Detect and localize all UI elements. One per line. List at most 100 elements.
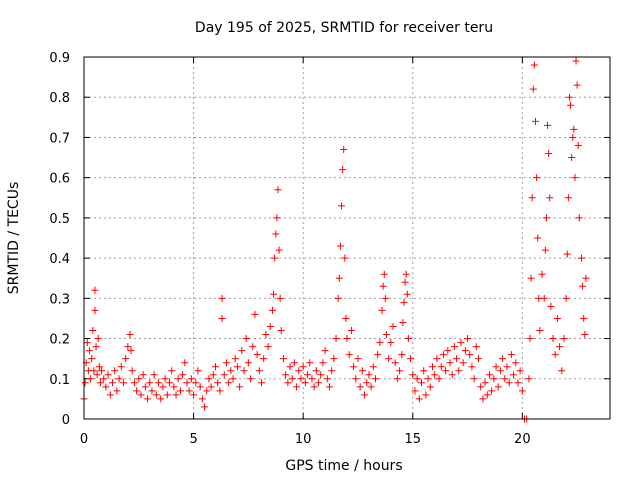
- data-point: [122, 355, 130, 363]
- data-point: [339, 166, 347, 174]
- data-point: [580, 314, 588, 322]
- data-point: [236, 383, 244, 391]
- data-point: [479, 395, 487, 403]
- data-point: [266, 322, 274, 330]
- data-point: [100, 375, 108, 383]
- data-point: [496, 367, 504, 375]
- data-point: [376, 339, 384, 347]
- x-tick-label: 20: [514, 432, 531, 447]
- data-point: [139, 371, 147, 379]
- data-point: [336, 242, 344, 250]
- data-point: [293, 383, 301, 391]
- data-point: [212, 363, 219, 371]
- data-point: [146, 379, 154, 387]
- data-point: [442, 367, 450, 375]
- data-point: [396, 367, 404, 375]
- data-point: [538, 270, 546, 278]
- data-point: [356, 383, 364, 391]
- data-point: [220, 371, 228, 379]
- data-point: [526, 335, 534, 343]
- data-point: [385, 355, 393, 363]
- data-point: [222, 359, 230, 367]
- data-point: [87, 375, 95, 383]
- data-point: [244, 359, 252, 367]
- data-point: [325, 383, 333, 391]
- data-point: [113, 387, 121, 395]
- data-point: [335, 274, 343, 282]
- data-point: [203, 387, 211, 395]
- data-point: [578, 254, 586, 262]
- data-point: [424, 375, 432, 383]
- data-point: [98, 367, 106, 375]
- data-point: [176, 387, 184, 395]
- data-point: [323, 375, 331, 383]
- data-point: [185, 387, 193, 395]
- data-point: [135, 375, 143, 383]
- data-point: [343, 335, 351, 343]
- data-point: [106, 391, 114, 399]
- data-point: [249, 343, 257, 351]
- data-point: [268, 306, 276, 314]
- data-point: [330, 355, 338, 363]
- data-point: [401, 278, 409, 286]
- data-point: [481, 379, 489, 387]
- data-point: [144, 395, 152, 403]
- data-point: [514, 379, 522, 387]
- data-point: [374, 351, 382, 359]
- data-point: [569, 133, 577, 141]
- data-point: [286, 363, 294, 371]
- y-tick-label: 0.5: [49, 212, 70, 227]
- data-point: [568, 154, 576, 162]
- data-point: [172, 391, 180, 399]
- data-point: [92, 343, 100, 351]
- data-point: [108, 379, 116, 387]
- data-point: [277, 327, 285, 335]
- data-point: [393, 375, 401, 383]
- data-point: [507, 351, 515, 359]
- data-point: [96, 379, 104, 387]
- data-point: [565, 93, 573, 101]
- data-point: [534, 234, 542, 242]
- data-point: [83, 339, 91, 347]
- data-point: [174, 375, 182, 383]
- data-point: [382, 331, 390, 339]
- data-point: [439, 351, 447, 359]
- data-marks: [80, 57, 590, 423]
- data-point: [306, 359, 314, 367]
- data-point: [297, 375, 305, 383]
- data-point: [352, 375, 360, 383]
- data-point: [260, 355, 268, 363]
- data-point: [94, 335, 102, 343]
- data-point: [190, 391, 198, 399]
- data-point: [575, 214, 583, 222]
- data-point: [126, 331, 134, 339]
- data-point: [579, 282, 587, 290]
- data-point: [328, 367, 336, 375]
- data-point: [437, 363, 445, 371]
- data-point: [415, 395, 423, 403]
- data-point: [367, 383, 375, 391]
- data-point: [262, 331, 270, 339]
- data-point: [95, 363, 103, 371]
- data-point: [512, 359, 520, 367]
- x-tick-label: 15: [404, 432, 421, 447]
- data-point: [207, 383, 215, 391]
- data-point: [574, 141, 582, 149]
- data-point: [310, 383, 318, 391]
- data-point: [198, 395, 206, 403]
- data-point: [159, 383, 167, 391]
- data-point: [85, 347, 93, 355]
- data-point: [272, 230, 280, 238]
- data-point: [345, 351, 353, 359]
- y-tick-label: 0.2: [49, 333, 70, 348]
- data-point: [400, 298, 408, 306]
- data-point: [553, 314, 561, 322]
- data-point: [420, 367, 428, 375]
- data-point: [282, 371, 290, 379]
- data-point: [444, 347, 452, 355]
- data-point: [494, 383, 502, 391]
- data-point: [398, 351, 406, 359]
- data-point: [567, 101, 575, 109]
- data-point: [411, 387, 419, 395]
